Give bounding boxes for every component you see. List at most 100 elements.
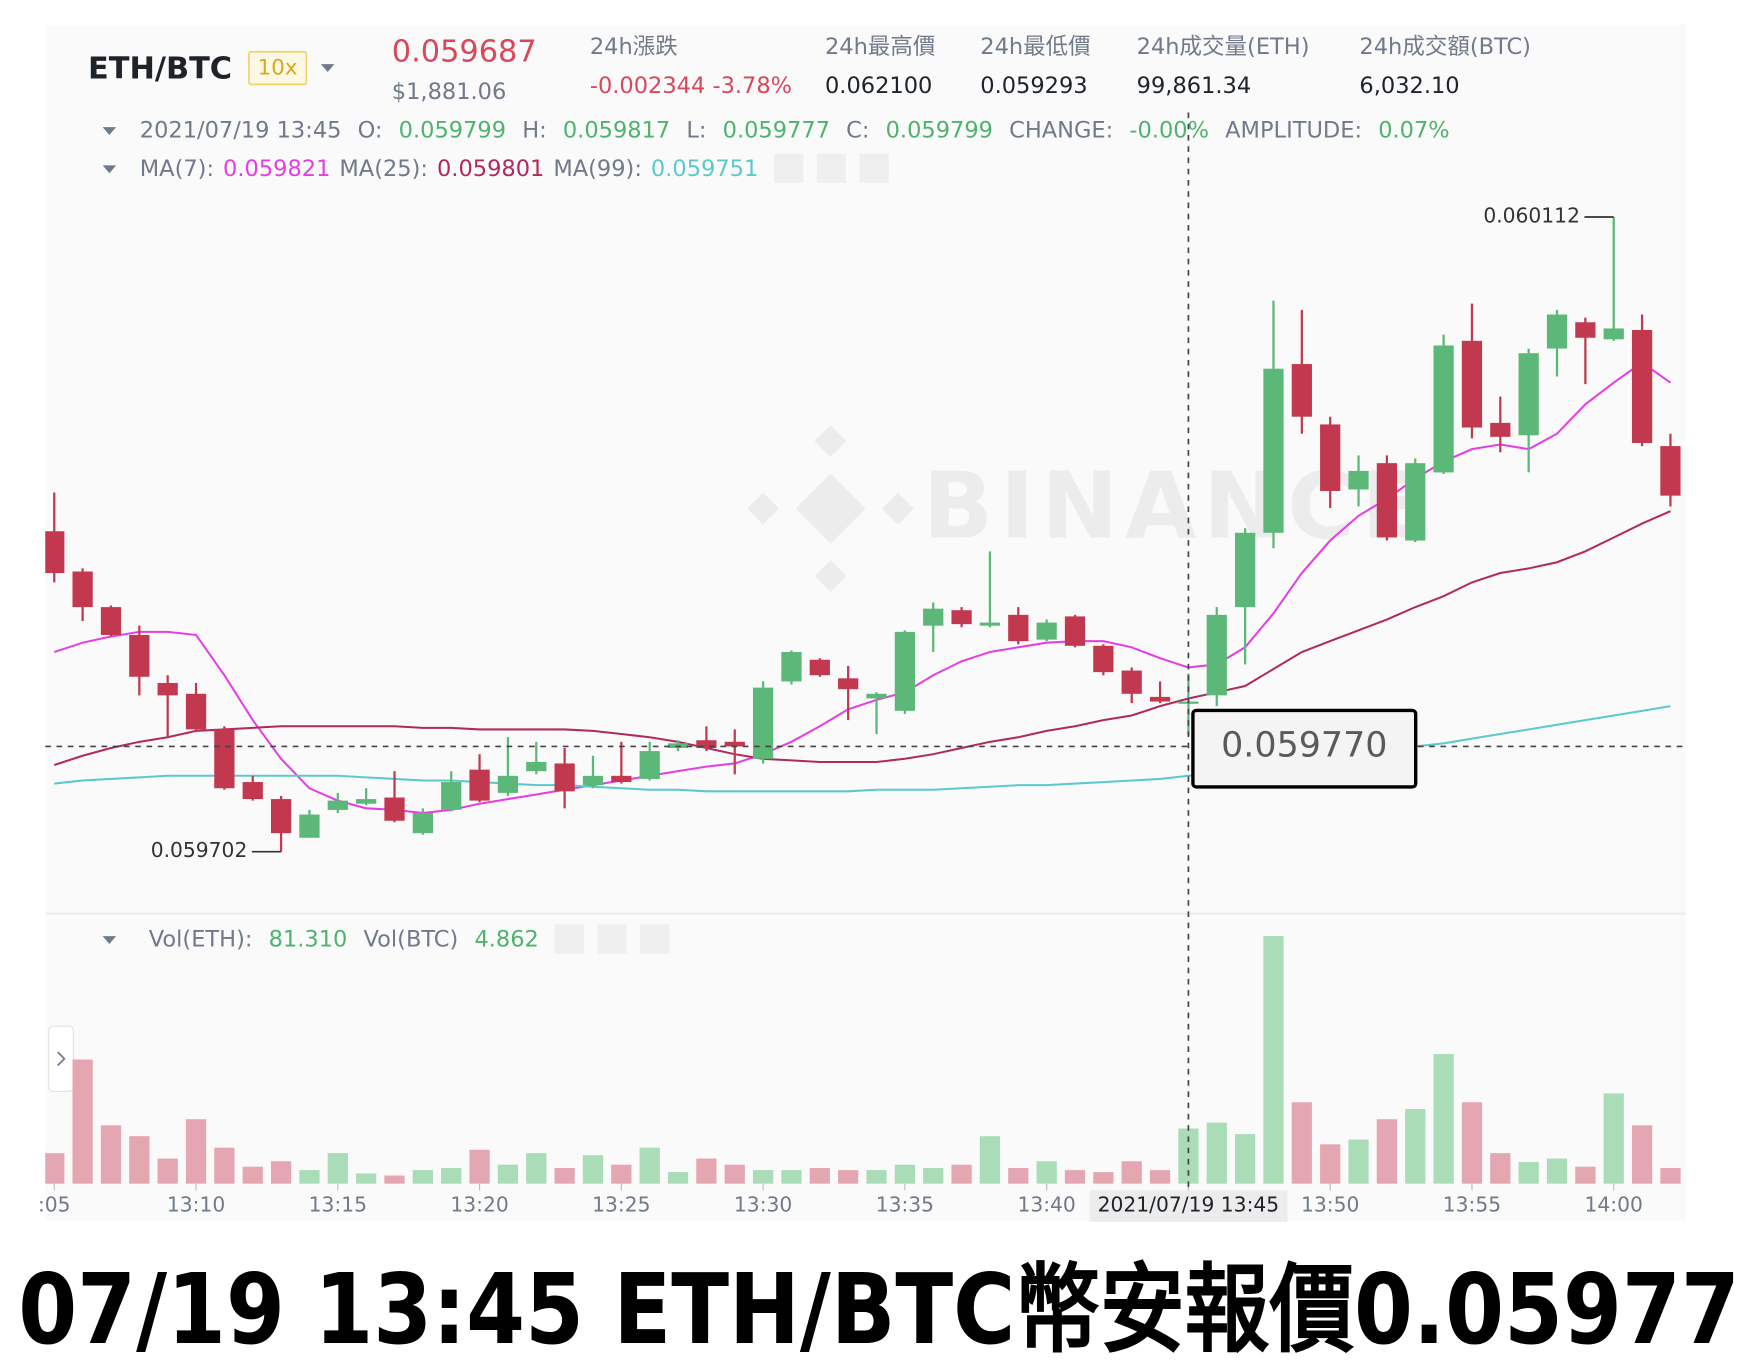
ma-legend: MA(7): 0.059821 MA(25): 0.059801 MA(99): 0.05… [140, 155, 759, 181]
indicator-button[interactable] [774, 153, 804, 183]
candle-body [1206, 614, 1227, 696]
candle-body [809, 659, 830, 676]
legend-label: Vol(BTC) [364, 926, 459, 952]
x-tick-label: 13:35 [876, 1193, 934, 1217]
candle-body [412, 813, 433, 834]
volume-bar [838, 1170, 859, 1184]
volume-bar [1603, 1093, 1624, 1184]
legend-value: 81.310 [269, 926, 348, 952]
legend-label: L: [686, 117, 706, 143]
legend-label: MA(25): [339, 155, 428, 181]
candle-body [554, 763, 575, 792]
x-tick-label: 13:40 [1017, 1193, 1075, 1217]
leverage-badge[interactable] [248, 50, 308, 86]
candle-body [979, 622, 1001, 626]
stat-value: 0.059293 [980, 73, 1087, 99]
legend-label: MA(99): [553, 155, 642, 181]
candle-body [129, 634, 150, 677]
volume-bar [299, 1170, 320, 1184]
collapse-arrow[interactable] [102, 165, 117, 174]
candle-body [724, 741, 745, 747]
dropdown-arrow[interactable] [320, 64, 335, 73]
volume-bar [894, 1164, 916, 1184]
volume-bar [923, 1168, 944, 1184]
volume-bar [1291, 1102, 1312, 1184]
crosshair-price-label: 0.059770 [1221, 725, 1387, 765]
legend-label: Vol(ETH): [149, 926, 253, 952]
plot-area: 0.060112 0.059702 [45, 203, 1681, 1184]
volume-bar [214, 1147, 235, 1184]
volume-bar [582, 1155, 604, 1184]
volume-bar [100, 1125, 122, 1184]
candle-body [1291, 364, 1312, 417]
indicator-button[interactable] [816, 153, 847, 183]
volume-bar [554, 1168, 575, 1184]
crosshair-price-box [1191, 708, 1418, 789]
volume-bar [1631, 1125, 1653, 1184]
side-toggle-icon[interactable] [57, 1051, 66, 1067]
legend-value: 0.059799 [886, 117, 993, 143]
stat-label: 24h最高價 [825, 34, 935, 60]
legend-value: 0.059817 [563, 117, 670, 143]
volume-bar [1660, 1168, 1681, 1184]
volume-bar [497, 1164, 519, 1184]
candle-body [1036, 622, 1057, 640]
candle-body [185, 693, 207, 730]
volume-bar [45, 1153, 65, 1184]
caption: 07/19 13:45 ETH/BTC幣安報價0.05977 [18, 1253, 1739, 1362]
x-tick-label: 13:20 [450, 1193, 508, 1217]
extreme-label: 0.059702 [151, 838, 248, 862]
candle-body [469, 769, 490, 801]
candle-body [1263, 368, 1284, 533]
candle-body [356, 799, 377, 804]
volume-bar [242, 1166, 263, 1184]
leverage[interactable]: 10x [258, 56, 298, 81]
side-toggle[interactable] [48, 1025, 74, 1092]
volume-bar [157, 1158, 178, 1184]
indicator-button[interactable] [859, 153, 889, 183]
legend-value: 0.07% [1378, 117, 1449, 143]
candle-body [1631, 330, 1653, 444]
candle-body [781, 652, 802, 682]
candle-body [923, 608, 944, 626]
volume-bar [1490, 1153, 1511, 1184]
ma-line [53, 510, 1671, 766]
indicator-button[interactable] [640, 924, 670, 954]
indicator-button[interactable] [597, 924, 627, 954]
volume-bar [752, 1170, 774, 1184]
candle-body [100, 607, 122, 635]
legend-time: 2021/07/19 13:45 [140, 117, 342, 143]
volume-bar [1575, 1166, 1596, 1184]
collapse-arrow[interactable] [102, 127, 117, 136]
x-tick-label: 13:50 [1301, 1193, 1359, 1217]
candle-body [1575, 322, 1596, 338]
ma-line [53, 361, 1672, 815]
volume-bar [1546, 1158, 1568, 1184]
collapse-arrow[interactable] [102, 936, 117, 945]
volume-bar [1234, 1134, 1256, 1184]
candle-body [866, 693, 887, 699]
stat-value: 6,032.10 [1359, 73, 1459, 99]
volume-bar [327, 1153, 348, 1184]
legend-value: 0.059799 [399, 117, 506, 143]
indicator-button[interactable] [554, 924, 584, 954]
legend-label: H: [522, 117, 547, 143]
candle-body [497, 775, 519, 793]
legend-label: C: [846, 117, 869, 143]
candle-body [582, 775, 604, 786]
volume-bar [1093, 1172, 1114, 1184]
candle-body [611, 775, 632, 783]
candle-body [242, 782, 263, 800]
legend-label: O: [358, 117, 383, 143]
candle-body [1093, 645, 1114, 673]
candle-body [214, 729, 235, 789]
volume-bar [1206, 1122, 1227, 1184]
volume-bar [1064, 1170, 1086, 1184]
volume-bar [611, 1164, 632, 1184]
candle-body [1518, 353, 1539, 436]
candle-body [838, 678, 859, 690]
volume-bar [1036, 1161, 1057, 1184]
stat-value: 99,861.34 [1137, 73, 1252, 99]
candle-body [1546, 314, 1568, 349]
volume-bar [696, 1158, 717, 1184]
